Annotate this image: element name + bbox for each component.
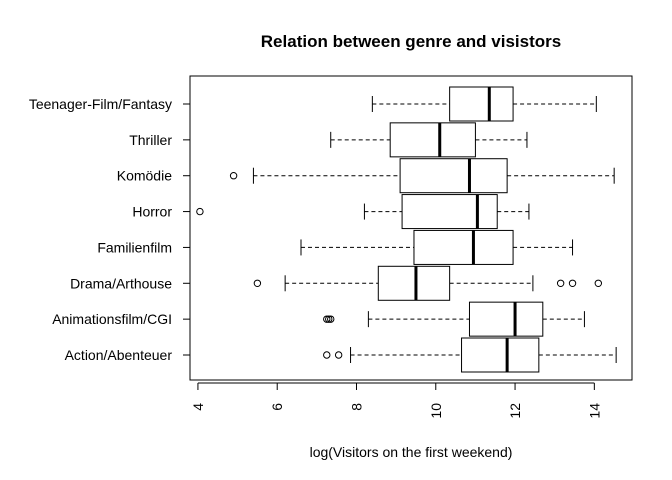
box-group <box>323 337 617 373</box>
x-tick-label: 10 <box>428 403 444 419</box>
y-tick-label: Teenager-Film/Fantasy <box>29 96 172 112</box>
y-axis: Action/Abenteuer Animationsfilm/CGI Drama/… <box>29 96 190 363</box>
y-tick-label: Animationsfilm/CGI <box>52 311 172 327</box>
box-group <box>371 86 597 122</box>
x-tick-label: 4 <box>190 403 206 411</box>
box-group <box>300 229 574 265</box>
iqr-box <box>401 194 498 230</box>
outlier-point <box>196 207 204 216</box>
iqr-box <box>399 158 508 194</box>
outlier-point <box>327 315 335 323</box>
iqr-box <box>389 122 476 158</box>
outlier-point <box>594 279 603 287</box>
outlier-point <box>325 315 333 323</box>
box-group <box>229 158 615 194</box>
y-tick-label: Thriller <box>129 132 172 148</box>
iqr-box <box>449 86 514 122</box>
box-group <box>196 194 530 230</box>
y-tick-label: Action/Abenteuer <box>65 347 173 363</box>
y-tick-label: Familienfilm <box>97 239 172 255</box>
iqr-box <box>461 337 540 373</box>
box-group <box>253 265 603 301</box>
outlier-point <box>229 172 238 180</box>
outlier-point <box>334 351 343 359</box>
iqr-box <box>377 265 451 301</box>
outlier-point <box>323 315 331 323</box>
x-tick-label: 14 <box>586 403 602 419</box>
iqr-box <box>413 229 514 265</box>
x-axis: 4 6 8 10 12 14 <box>190 382 602 419</box>
plot-frame <box>189 75 633 381</box>
x-axis-label: log(Visitors on the first weekend) <box>310 444 513 460</box>
x-tick-label: 6 <box>269 403 285 411</box>
boxes-group <box>196 86 617 373</box>
y-tick-label: Drama/Arthouse <box>70 275 172 291</box>
x-tick-label: 12 <box>507 403 523 419</box>
y-tick-label: Komödie <box>117 168 172 184</box>
chart-title: Relation between genre and visistors <box>261 32 561 51</box>
y-tick-label: Horror <box>132 204 172 220</box>
box-group <box>330 122 528 158</box>
box-group <box>323 301 585 337</box>
outlier-point <box>253 279 262 287</box>
outlier-point <box>323 351 331 359</box>
outlier-point <box>556 279 565 287</box>
x-tick-label: 8 <box>348 403 364 411</box>
outlier-point <box>568 279 577 287</box>
iqr-box <box>468 301 544 337</box>
